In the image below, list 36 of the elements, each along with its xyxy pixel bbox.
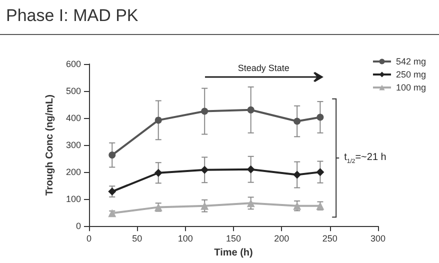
point <box>294 118 301 125</box>
point <box>201 108 208 115</box>
y-axis-title: Trough Conc (ng/mL) <box>44 94 56 196</box>
point <box>154 168 162 177</box>
x-tick-label: 100 <box>178 234 193 244</box>
y-tick-label: 500 <box>66 86 81 96</box>
point <box>200 202 209 210</box>
x-axis-title: Time (h) <box>214 248 253 258</box>
point <box>108 188 116 196</box>
point <box>246 165 255 174</box>
x-tick-label: 0 <box>86 234 92 244</box>
x-tick-label: 50 <box>132 234 142 244</box>
point <box>316 114 324 121</box>
legend-label: 250 mg <box>396 70 426 80</box>
y-tick-label: 200 <box>66 167 81 178</box>
annotation: Steady State <box>238 62 290 73</box>
point <box>108 152 116 159</box>
x-tick-label: 250 <box>322 234 338 244</box>
annotation: t$_{1/2}$=~21 h <box>344 152 386 165</box>
x-tick-label: 150 <box>226 234 242 244</box>
legend-label: 542 mg <box>396 56 426 66</box>
point <box>293 170 302 179</box>
chart-title: Phase I: MAD PK <box>6 6 138 26</box>
x-tick-label: 300 <box>370 234 386 244</box>
y-tick-label: 400 <box>66 113 81 124</box>
y-tick-label: 300 <box>66 140 81 150</box>
y-tick-label: 0 <box>76 221 81 232</box>
legend-label: 100 mg <box>396 82 426 92</box>
point <box>316 168 324 176</box>
y-tick-label: 600 <box>66 59 81 69</box>
point <box>247 106 254 114</box>
point <box>154 116 162 124</box>
x-tick-label: 200 <box>274 234 290 244</box>
y-tick-label: 100 <box>66 194 81 204</box>
point <box>200 166 209 174</box>
point <box>246 199 255 208</box>
